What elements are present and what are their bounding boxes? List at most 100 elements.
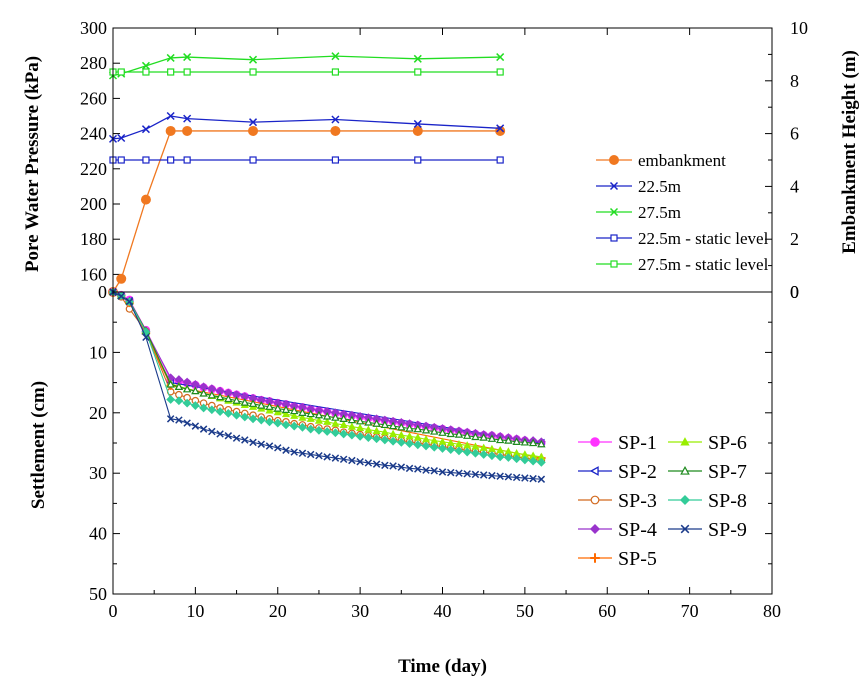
data-point-shape xyxy=(331,454,340,462)
data-point xyxy=(536,457,546,467)
data-point xyxy=(167,156,175,164)
data-point xyxy=(191,422,200,430)
data-point xyxy=(290,411,299,419)
data-point xyxy=(232,434,241,442)
data-point xyxy=(166,395,176,404)
data-point xyxy=(216,430,224,438)
data-point-shape xyxy=(215,407,225,416)
data-point xyxy=(166,379,175,388)
data-point-shape xyxy=(290,448,298,456)
data-point xyxy=(232,410,241,420)
data-point xyxy=(496,472,504,480)
data-point xyxy=(388,436,398,446)
data-point xyxy=(430,467,438,475)
data-point xyxy=(471,470,480,479)
data-point xyxy=(331,419,340,427)
data-point-shape xyxy=(347,415,357,424)
data-point-shape xyxy=(537,439,546,448)
data-point xyxy=(389,429,398,437)
data-point xyxy=(117,133,126,143)
data-point-shape xyxy=(438,428,447,436)
data-point xyxy=(315,451,323,460)
data-point-shape xyxy=(125,297,134,306)
data-point xyxy=(380,427,389,436)
data-point xyxy=(414,465,422,473)
data-point-shape xyxy=(314,410,324,419)
data-point-shape xyxy=(182,384,192,393)
data-point-shape xyxy=(182,398,192,408)
data-point xyxy=(182,384,192,393)
data-point xyxy=(256,415,266,425)
data-point-shape xyxy=(429,442,439,452)
data-point-shape xyxy=(413,54,422,63)
data-point-shape xyxy=(306,424,316,434)
data-point xyxy=(462,447,472,457)
data-point xyxy=(165,125,176,136)
data-point xyxy=(504,473,513,481)
data-point xyxy=(215,407,225,416)
data-point-shape xyxy=(397,422,406,431)
data-point xyxy=(412,125,423,136)
data-point-shape xyxy=(306,409,315,418)
data-point xyxy=(331,68,340,76)
data-point xyxy=(479,471,488,479)
y-tick-label-settlement: 0 xyxy=(98,282,107,302)
data-point-shape xyxy=(232,434,241,442)
data-point xyxy=(397,463,406,471)
data-point-shape xyxy=(289,421,299,431)
data-point xyxy=(504,436,513,444)
legend-label: SP-3 xyxy=(618,490,657,512)
data-point-shape xyxy=(380,420,390,429)
data-point-shape xyxy=(323,453,331,461)
data-point xyxy=(405,424,414,432)
data-point xyxy=(430,427,439,435)
data-point xyxy=(413,119,422,128)
data-point-shape xyxy=(430,427,439,435)
data-point-shape xyxy=(438,444,447,453)
data-point-shape xyxy=(166,395,176,404)
data-point xyxy=(405,439,414,449)
data-point-shape xyxy=(142,333,150,342)
data-point-shape xyxy=(396,437,406,447)
legend-marker xyxy=(590,437,600,447)
data-point xyxy=(207,390,217,399)
data-point xyxy=(339,455,348,464)
data-point xyxy=(142,333,150,342)
data-point xyxy=(446,429,455,438)
data-point xyxy=(454,430,464,438)
data-point xyxy=(389,462,397,470)
data-point-shape xyxy=(290,406,299,415)
legend-marker xyxy=(610,234,618,242)
data-point xyxy=(413,433,422,441)
data-point xyxy=(495,452,505,462)
data-point-shape xyxy=(182,125,193,136)
y2-tick-label-right: 8 xyxy=(790,71,799,91)
data-point-shape xyxy=(355,416,365,425)
data-point xyxy=(356,457,364,466)
y-tick-label-settlement: 30 xyxy=(89,463,107,483)
data-point-shape xyxy=(496,156,504,164)
data-point-shape xyxy=(430,467,438,475)
data-point xyxy=(265,406,274,414)
data-point xyxy=(339,429,349,439)
data-point xyxy=(413,54,422,63)
data-point xyxy=(487,434,497,442)
data-point-shape xyxy=(265,402,274,410)
data-point xyxy=(447,468,455,477)
data-point xyxy=(314,416,323,424)
data-point-shape xyxy=(528,438,538,447)
data-point xyxy=(355,416,365,425)
data-point xyxy=(331,156,340,164)
data-point xyxy=(290,406,299,415)
data-point xyxy=(265,417,274,427)
data-point-shape xyxy=(265,442,274,450)
data-point xyxy=(190,401,200,410)
data-point-shape xyxy=(331,413,340,421)
data-point xyxy=(174,396,184,406)
legend-item-top: 27.5m - static level xyxy=(596,255,769,274)
data-point xyxy=(166,415,175,423)
data-point xyxy=(397,430,406,439)
data-point-shape xyxy=(183,156,191,164)
data-point xyxy=(364,418,373,426)
data-point xyxy=(405,464,414,473)
